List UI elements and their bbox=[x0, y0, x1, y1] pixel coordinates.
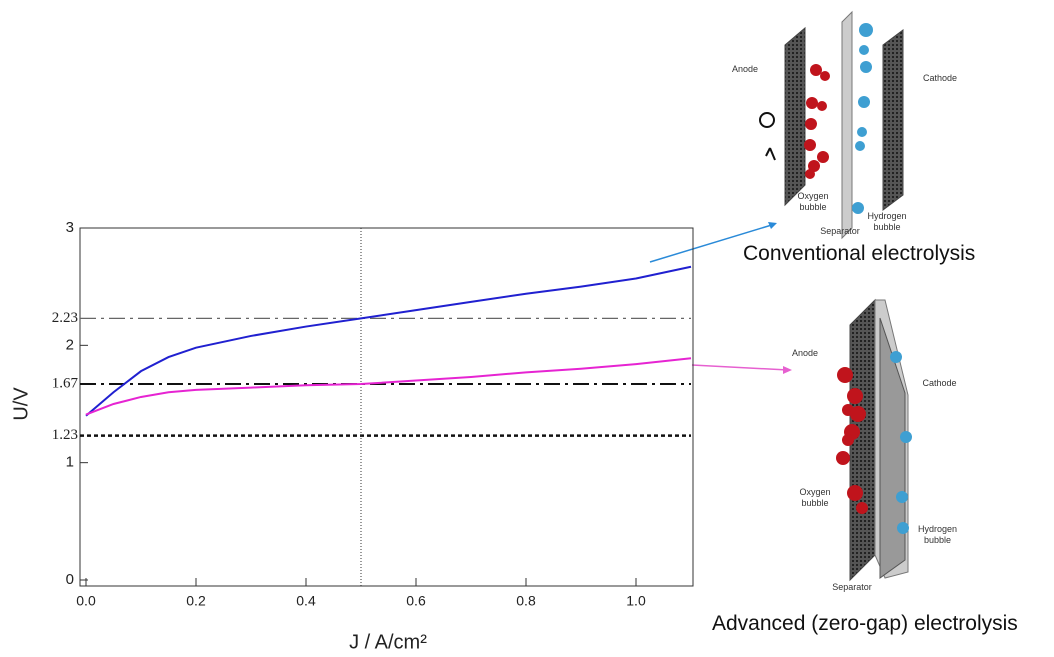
plot-frame bbox=[79, 227, 694, 587]
arrow bbox=[691, 364, 789, 371]
label: Separator bbox=[832, 582, 872, 592]
conventional-cell bbox=[759, 10, 904, 240]
x-axis-label: J / A/cm² bbox=[349, 631, 427, 653]
y-tick-label: 3 bbox=[66, 219, 74, 236]
series-line bbox=[85, 265, 692, 417]
x-tick-label: 0.2 bbox=[186, 593, 206, 609]
y-tick-label: 2 bbox=[66, 336, 74, 353]
label: Anode bbox=[791, 348, 819, 358]
reference-label: 1.67 bbox=[52, 375, 79, 391]
x-tick-label: 0.4 bbox=[296, 593, 316, 609]
x-tick-label: 0.0 bbox=[76, 593, 96, 609]
label: Separator bbox=[820, 226, 860, 236]
arrow-head bbox=[783, 366, 792, 374]
arrow bbox=[649, 223, 776, 263]
label: Cathode bbox=[922, 73, 958, 83]
label: Oxygen bubble bbox=[799, 487, 831, 508]
diagram-title: Conventional electrolysis bbox=[743, 242, 976, 265]
y-tick-label: 1 bbox=[66, 454, 74, 471]
arrow-head bbox=[768, 222, 777, 229]
zero-gap-cell bbox=[836, 298, 912, 582]
y-tick-label: 0 bbox=[66, 571, 74, 588]
x-tick-label: 1.0 bbox=[626, 593, 646, 609]
reference-label: 1.23 bbox=[52, 427, 78, 443]
diagram-title: Advanced (zero-gap) electrolysis bbox=[712, 612, 1018, 635]
label: Hydrogen bubble bbox=[917, 524, 958, 545]
label: Cathode bbox=[922, 378, 957, 388]
x-tick-label: 0.6 bbox=[406, 593, 426, 609]
label: Oxygen bubble bbox=[797, 191, 829, 212]
reference-label: 2.23 bbox=[52, 310, 78, 326]
label: Hydrogen bubble bbox=[867, 211, 907, 232]
x-tick-label: 0.8 bbox=[516, 593, 536, 609]
y-axis-label: U/V bbox=[10, 387, 32, 421]
series-line bbox=[85, 357, 692, 416]
label: Anode bbox=[731, 64, 759, 74]
